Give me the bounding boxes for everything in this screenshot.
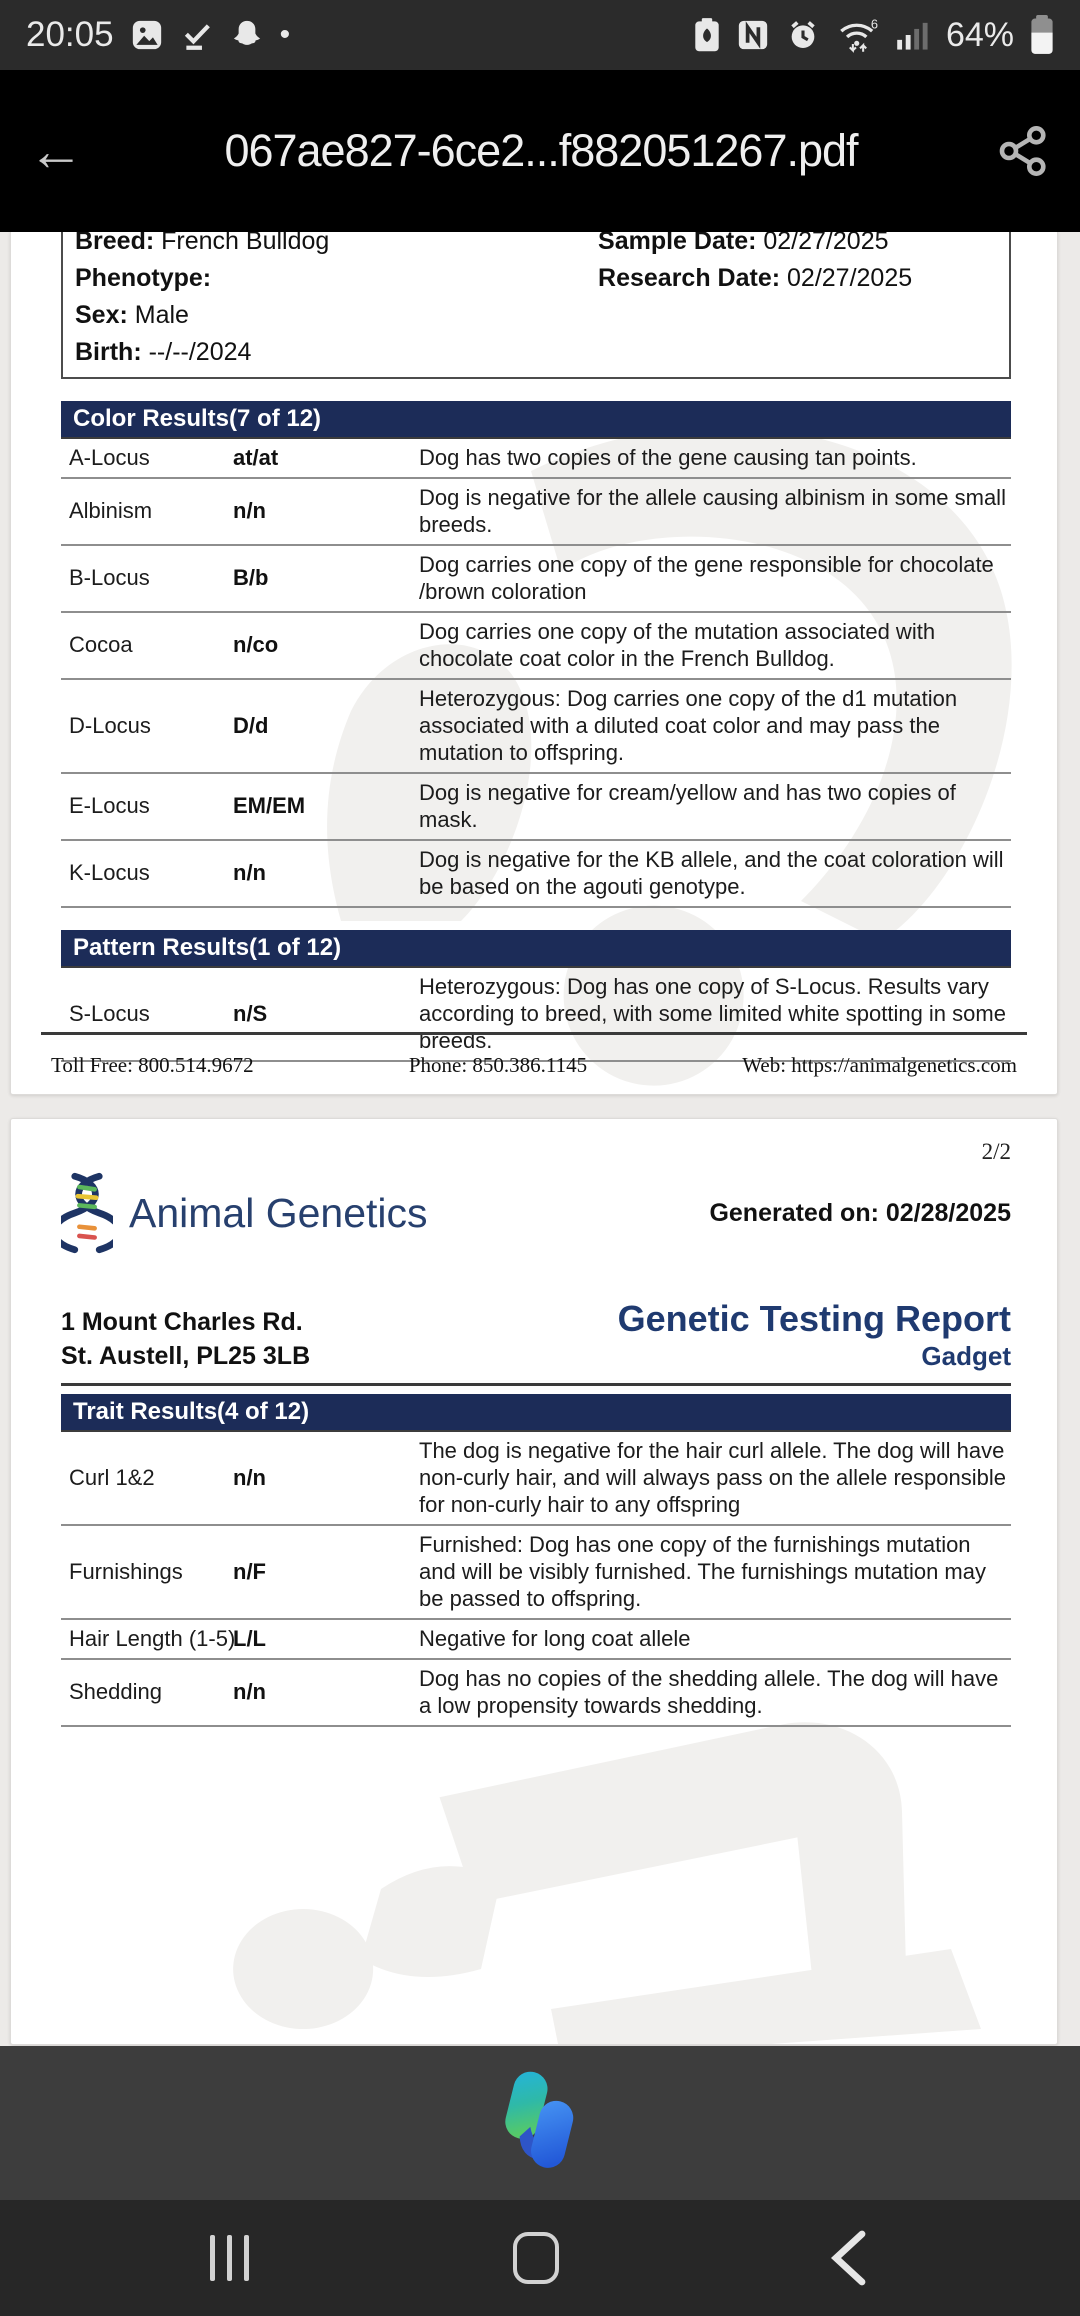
generated-on: Generated on: 02/28/2025	[709, 1198, 1011, 1227]
table-row: Hair Length (1-5) L/L Negative for long …	[61, 1620, 1011, 1660]
table-row: D-Locus D/d Heterozygous: Dog carries on…	[61, 680, 1011, 774]
page-indicator: 2/2	[981, 1139, 1011, 1164]
svg-text:6: 6	[871, 17, 878, 32]
lab-address: 1 Mount Charles Rd. St. Austell, PL25 3L…	[61, 1308, 311, 1370]
home-icon	[513, 2232, 559, 2284]
table-row: Shedding n/n Dog has no copies of the sh…	[61, 1660, 1011, 1727]
color-results-header: Color Results(7 of 12)	[61, 401, 1011, 439]
pdf-viewer-header: ← 067ae827-6ce2...f882051267.pdf	[0, 70, 1080, 232]
battery-saver-icon	[694, 18, 720, 52]
table-row: Furnishings n/F Furnished: Dog has one c…	[61, 1526, 1011, 1620]
animal-genetics-logo: Animal Genetics	[61, 1171, 428, 1255]
alarm-icon	[786, 18, 820, 52]
page1-footer: Toll Free: 800.514.9672 Phone: 850.386.1…	[41, 1032, 1027, 1078]
trait-results-header: Trait Results(4 of 12)	[61, 1394, 1011, 1432]
color-results-table: A-Locus at/at Dog has two copies of the …	[61, 439, 1011, 908]
report-title: Genetic Testing Report	[617, 1298, 1011, 1339]
copilot-icon	[505, 2071, 574, 2168]
pdf-filename-title: 067ae827-6ce2...f882051267.pdf	[224, 125, 858, 176]
table-row: K-Locus n/n Dog is negative for the KB a…	[61, 841, 1011, 908]
table-row: B-Locus B/b Dog carries one copy of the …	[61, 546, 1011, 613]
nfc-icon	[736, 18, 770, 52]
clock: 20:05	[26, 15, 114, 54]
dna-helix-icon	[61, 1172, 113, 1254]
report-subject: Gadget	[921, 1341, 1011, 1371]
ghost-icon	[230, 18, 264, 52]
pdf-viewer[interactable]: Name: Gadget Lab Reference #: Breed: Fre…	[0, 230, 1080, 2046]
table-row: Curl 1&2 n/n The dog is negative for the…	[61, 1432, 1011, 1526]
info-row-birth: Birth: --/--/2024	[75, 338, 252, 366]
table-row: S-Locus n/S Heterozygous: Dog has one co…	[61, 968, 1011, 1062]
recents-button[interactable]	[210, 2200, 249, 2316]
pdf-page-2: 2/2	[10, 1118, 1058, 2045]
table-row: Cocoa n/co Dog carries one copy of the m…	[61, 613, 1011, 680]
pattern-results-table: S-Locus n/S Heterozygous: Dog has one co…	[61, 968, 1011, 1062]
share-button[interactable]	[982, 122, 1052, 180]
table-row: E-Locus EM/EM Dog is negative for cream/…	[61, 774, 1011, 841]
gallery-icon	[130, 18, 164, 52]
table-row: Albinism n/n Dog is negative for the all…	[61, 479, 1011, 546]
dog-info-box: Name: Gadget Lab Reference #: Breed: Fre…	[61, 230, 1011, 379]
info-row-phenotype: Phenotype: Research Date: 02/27/2025	[75, 264, 913, 292]
back-chevron-icon	[830, 2230, 866, 2286]
notification-dot: •	[279, 18, 291, 51]
battery-percent: 64%	[945, 15, 1014, 54]
trait-results-table: Curl 1&2 n/n The dog is negative for the…	[61, 1432, 1011, 1727]
pdf-page-1: Name: Gadget Lab Reference #: Breed: Fre…	[10, 230, 1058, 1095]
watermark-shape	[233, 1722, 981, 2044]
nav-back-button[interactable]	[828, 2200, 868, 2316]
copilot-bar	[0, 2046, 1080, 2200]
footer-divider	[41, 1032, 1027, 1035]
info-row-sex: Sex: Male	[75, 301, 189, 329]
footer-web: Web: https://animalgenetics.com	[742, 1053, 1017, 1077]
table-row: A-Locus at/at Dog has two copies of the …	[61, 439, 1011, 479]
footer-phone: Phone: 850.386.1145	[408, 1053, 588, 1077]
copilot-button[interactable]	[492, 2069, 588, 2178]
battery-icon	[1030, 15, 1054, 55]
check-icon	[180, 18, 214, 52]
home-button[interactable]	[513, 2200, 559, 2316]
status-bar: 20:05 • 6	[0, 0, 1080, 70]
pattern-results-header: Pattern Results(1 of 12)	[61, 930, 1011, 968]
wifi6-icon: 6	[836, 17, 880, 53]
footer-tollfree: Toll Free: 800.514.9672	[51, 1053, 254, 1077]
back-button[interactable]: ←	[28, 119, 84, 182]
share-icon	[999, 125, 1046, 177]
android-nav-bar: Pets4Homes	[0, 2200, 1080, 2316]
brand-name: Animal Genetics	[129, 1189, 428, 1236]
info-row-breed: Breed: French Bulldog Sample Date: 02/27…	[75, 230, 889, 255]
header-divider	[61, 1383, 1011, 1386]
signal-icon	[896, 18, 930, 52]
